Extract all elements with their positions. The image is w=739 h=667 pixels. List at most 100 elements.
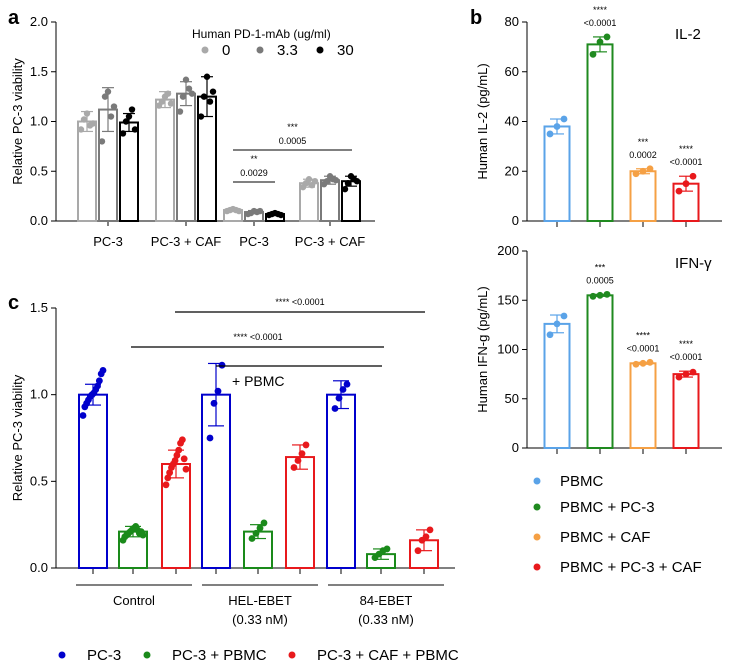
y-axis-label: Relative PC-3 viability [10, 374, 25, 501]
legend-marker [533, 533, 541, 541]
data-point [167, 100, 175, 107]
data-point [277, 211, 285, 219]
bar [586, 294, 614, 450]
legend-label: PC-3 + PBMC [172, 647, 267, 664]
y-tick-label: 60 [505, 64, 519, 79]
significance-stars: **** [636, 330, 651, 340]
data-point [260, 519, 268, 527]
data-point [353, 178, 361, 185]
legend-b: PBMC PBMC + PC-3 PBMC + CAF PBMC + PC-3 + C… [533, 473, 702, 576]
bar [543, 125, 571, 222]
x-group-label: (0.33 nM) [358, 612, 414, 627]
y-tick-label: 100 [497, 342, 519, 357]
p-value: 0.0002 [629, 150, 657, 160]
y-tick-label: 2.0 [30, 14, 48, 29]
x-tick-label: PC-3 + CAF [295, 234, 365, 249]
data-point [589, 50, 597, 58]
significance-stars: **** [679, 339, 694, 349]
data-point [639, 167, 647, 175]
data-point [107, 113, 115, 120]
data-point [675, 187, 683, 195]
data-point [209, 88, 217, 95]
data-point [344, 179, 352, 187]
legend-marker [288, 651, 296, 659]
data-point [689, 368, 697, 376]
data-point [546, 130, 554, 138]
legend-label: PBMC + CAF [560, 529, 650, 546]
data-point [331, 405, 339, 412]
legend-label: PBMC [560, 473, 604, 490]
data-point [188, 90, 196, 97]
data-point [341, 185, 349, 193]
data-point [311, 178, 319, 185]
p-value: 0.0005 [279, 136, 307, 146]
p-value: <0.0001 [584, 18, 617, 28]
data-point [166, 469, 174, 477]
legend-label: PBMC + PC-3 [560, 499, 655, 516]
data-point [383, 545, 391, 553]
data-point [164, 90, 172, 97]
data-point [122, 118, 130, 125]
y-tick-label: 1.5 [30, 300, 48, 315]
legend-marker [533, 503, 541, 511]
data-point [173, 451, 181, 459]
data-point [200, 93, 208, 100]
data-point [206, 98, 214, 105]
y-tick-label: 1.0 [30, 114, 48, 129]
significance-annotation: **** <0.0001 [233, 332, 282, 342]
data-point [164, 474, 172, 482]
y-tick-label: 150 [497, 292, 519, 307]
data-point [560, 312, 568, 320]
y-tick-label: 0.5 [30, 473, 48, 488]
data-point [323, 178, 331, 185]
data-point [639, 359, 647, 367]
data-point [553, 320, 561, 328]
p-value: <0.0001 [670, 157, 703, 167]
data-point [206, 434, 214, 442]
data-point [80, 116, 88, 123]
data-point [553, 123, 561, 130]
data-point [128, 106, 136, 113]
legend-marker [256, 46, 264, 54]
data-point [632, 170, 640, 178]
data-point [218, 361, 226, 369]
data-point [83, 110, 91, 117]
data-point [256, 207, 264, 215]
legend-label: PBMC + PC-3 + CAF [560, 559, 702, 576]
data-point [180, 455, 188, 463]
data-point [256, 524, 264, 532]
data-point [178, 436, 186, 444]
x-group-label: (0.33 nM) [232, 612, 288, 627]
data-point [171, 457, 179, 464]
y-tick-label: 20 [505, 163, 519, 178]
legend-label: PC-3 + CAF + PBMC [317, 647, 459, 664]
data-point [343, 380, 351, 388]
data-point [682, 370, 690, 378]
data-point [682, 180, 690, 188]
data-point [294, 457, 302, 464]
bar [77, 120, 97, 222]
data-point [79, 412, 87, 419]
data-point [176, 108, 184, 115]
data-point [596, 38, 604, 46]
data-point [139, 531, 147, 539]
data-point [125, 113, 133, 120]
significance-stars: ** [250, 154, 258, 164]
y-tick-label: 0 [512, 213, 519, 228]
chart-c: 0.0 0.5 1.0 1.5 Relative PC-3 viability Contr… [10, 297, 459, 664]
y-tick-label: 0.0 [30, 213, 48, 228]
bar [543, 322, 571, 450]
data-point [101, 93, 109, 100]
legend-label: PC-3 [87, 647, 121, 664]
data-point [252, 529, 260, 537]
chart-b-ifng: 0 50 100 150 200 Human IFN-g (pg/mL) IFN-γ *** 0… [475, 243, 722, 455]
data-point [175, 446, 183, 454]
panel-label-a: a [8, 7, 20, 29]
p-value: <0.0001 [627, 343, 660, 353]
significance-stars: *** [595, 262, 606, 272]
data-point [203, 73, 211, 80]
data-point [646, 358, 654, 366]
data-point [197, 113, 205, 120]
data-point [546, 331, 554, 339]
